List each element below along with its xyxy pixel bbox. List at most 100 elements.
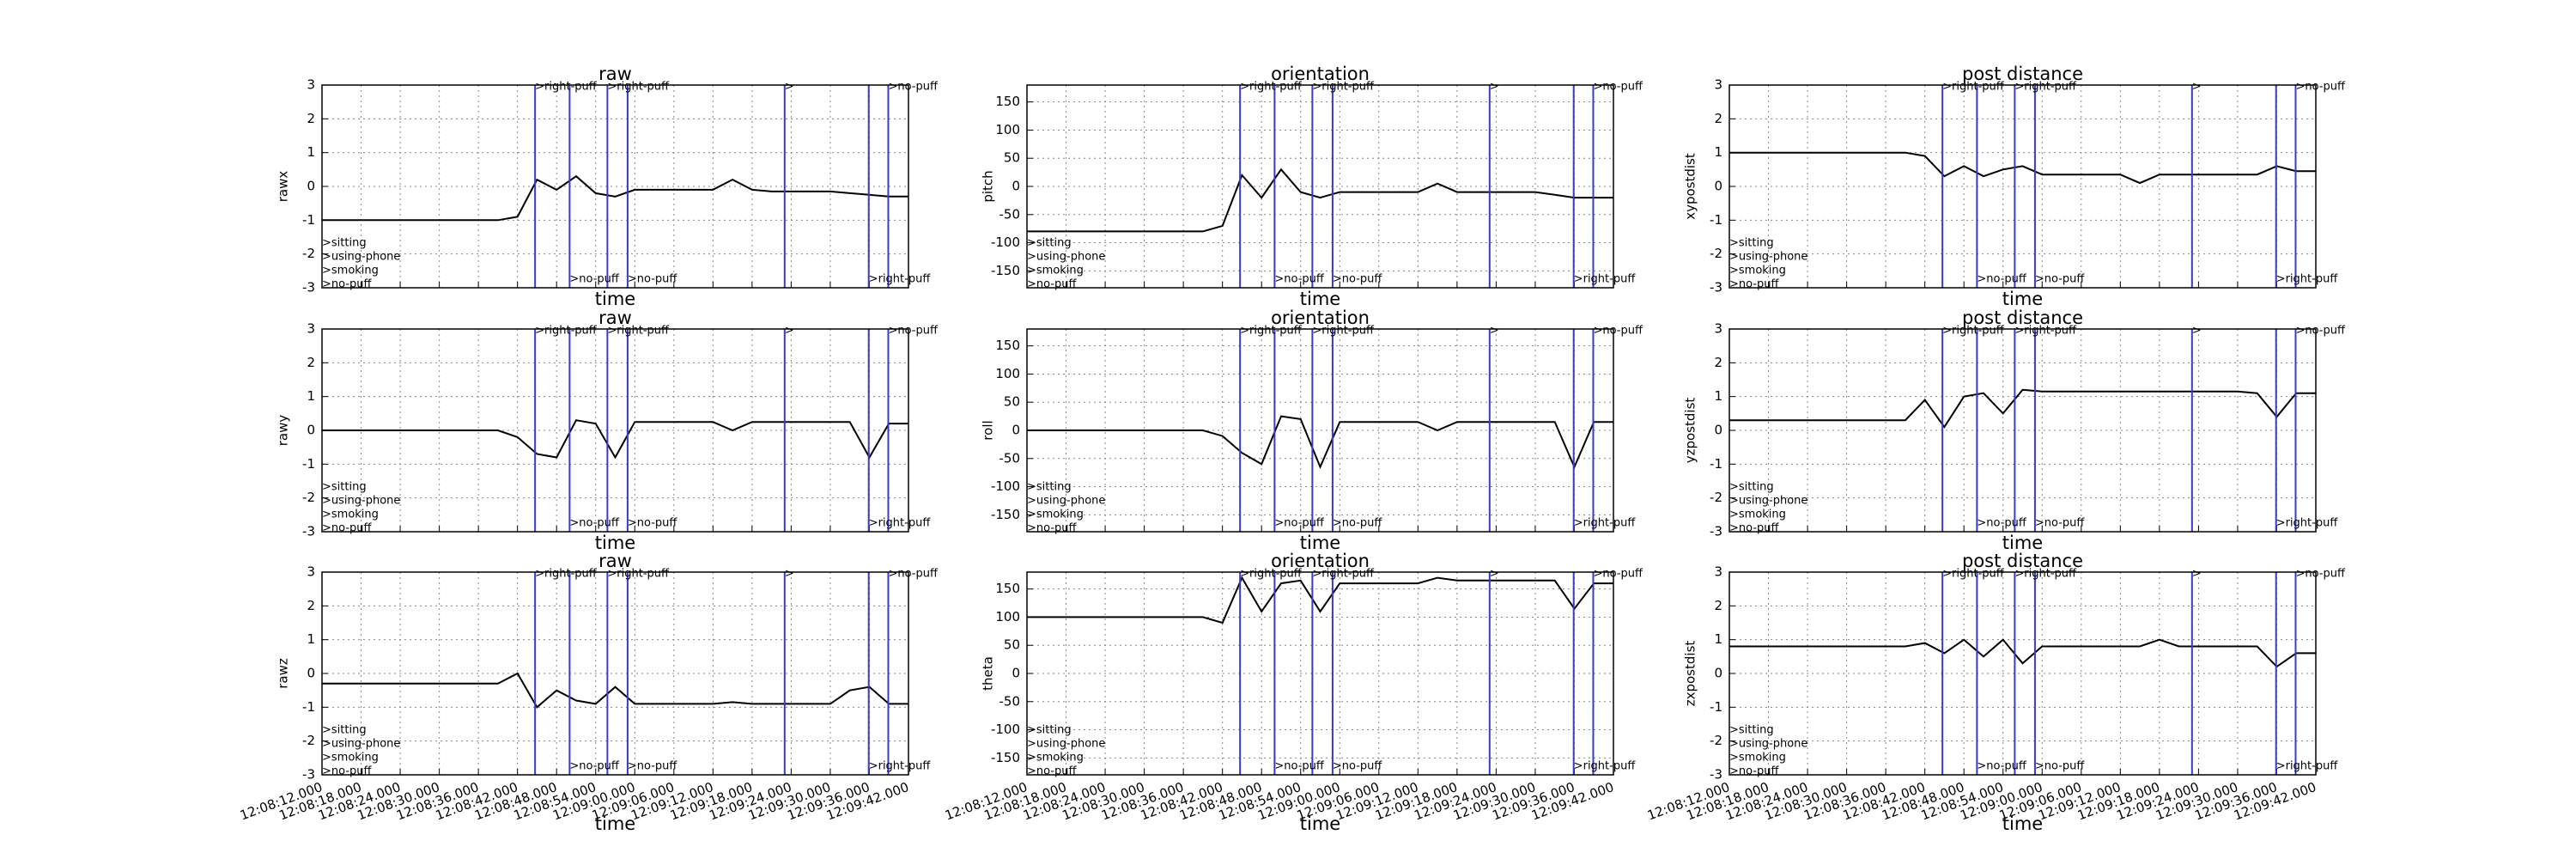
event-label: >right-puff — [535, 568, 598, 581]
event-label: >right-puff — [535, 81, 598, 94]
state-label: >no-puff — [1729, 522, 1780, 535]
event-label: > — [1490, 325, 1499, 338]
axes-frame — [1026, 571, 1614, 776]
event-label: >right-puff — [1240, 325, 1303, 338]
event-label: >no-puff — [2035, 273, 2086, 286]
y-axis-label: rawz — [276, 658, 291, 689]
state-label: >sitting — [1729, 481, 1774, 494]
y-tick-label: -50 — [999, 693, 1021, 709]
event-label: >no-puff — [1593, 325, 1643, 338]
y-axis-label: theta — [981, 656, 996, 691]
event-label: >no-puff — [888, 81, 939, 94]
event-label: >right-puff — [869, 760, 932, 773]
data-line — [1729, 638, 2316, 668]
event-label: >right-puff — [607, 325, 670, 338]
plot-area — [322, 572, 908, 775]
event-label: >no-puff — [628, 273, 678, 286]
event-label: >right-puff — [1574, 517, 1637, 530]
y-axis-label: yzpostdist — [1683, 398, 1698, 464]
y-axis-label: rawx — [276, 171, 291, 203]
y-tick-label: 2 — [307, 111, 315, 126]
data-line — [1027, 576, 1613, 624]
axes-frame — [321, 571, 909, 776]
event-label: >no-puff — [628, 760, 678, 773]
y-tick-label: -3 — [302, 524, 315, 539]
y-tick-label: -3 — [1710, 767, 1722, 783]
y-tick-label: -150 — [991, 507, 1020, 522]
y-tick-label: -1 — [1710, 456, 1722, 472]
y-tick-label: -1 — [302, 699, 315, 715]
event-label: >right-puff — [607, 568, 670, 581]
event-label: >right-puff — [607, 81, 670, 94]
y-tick-label: 3 — [307, 77, 315, 93]
event-label: >right-puff — [2276, 760, 2339, 773]
event-label: >no-puff — [1333, 273, 1383, 286]
y-tick-label: 3 — [307, 321, 315, 337]
chart-title: post distance — [1962, 551, 2083, 571]
event-label: >right-puff — [1240, 568, 1303, 581]
y-tick-label: -150 — [991, 263, 1020, 278]
state-label: >using-phone — [1729, 495, 1807, 508]
x-axis-label: time — [2002, 289, 2043, 309]
event-label: >no-puff — [888, 325, 939, 338]
event-label: >no-puff — [1274, 760, 1325, 773]
event-label: >no-puff — [1593, 81, 1643, 94]
state-label: >smoking — [1729, 265, 1786, 277]
state-label: >smoking — [1729, 752, 1786, 765]
plot-area — [1729, 329, 2316, 532]
plot-area — [1027, 85, 1613, 288]
chart-title: raw — [598, 551, 632, 571]
y-tick-label: 0 — [307, 666, 315, 681]
event-label: >right-puff — [869, 517, 932, 530]
event-label: >no-puff — [569, 517, 620, 530]
y-tick-label: 1 — [307, 144, 315, 160]
event-label: > — [1490, 81, 1499, 94]
y-tick-label: -1 — [1710, 212, 1722, 228]
state-label: >using-phone — [1027, 738, 1105, 751]
event-label: >right-puff — [1574, 273, 1637, 286]
y-tick-label: 3 — [307, 564, 315, 580]
event-label: >right-puff — [1312, 81, 1375, 94]
x-axis-label: time — [1300, 813, 1340, 834]
data-line — [322, 672, 908, 709]
data-line — [322, 174, 908, 222]
y-tick-label: -50 — [999, 450, 1021, 466]
y-tick-label: 2 — [1714, 355, 1722, 370]
y-tick-label: -3 — [1710, 524, 1722, 539]
event-label: >right-puff — [1312, 568, 1375, 581]
y-tick-label: 3 — [1714, 77, 1722, 93]
y-tick-label: 100 — [995, 366, 1020, 381]
y-tick-label: 1 — [1714, 388, 1722, 404]
y-tick-label: -50 — [999, 206, 1021, 222]
y-axis-label: roll — [981, 420, 996, 440]
event-label: >right-puff — [2276, 273, 2339, 286]
event-label: >no-puff — [1274, 273, 1325, 286]
y-tick-label: 0 — [307, 423, 315, 438]
axes-frame — [1728, 571, 2317, 776]
event-label: >right-puff — [2276, 517, 2339, 530]
axes-frame — [321, 328, 909, 533]
event-label: > — [2192, 568, 2202, 581]
y-tick-label: 0 — [1012, 179, 1020, 194]
y-tick-label: -1 — [302, 456, 315, 472]
event-label: > — [2192, 325, 2202, 338]
event-label: >no-puff — [2035, 760, 2086, 773]
event-label: >no-puff — [1333, 760, 1383, 773]
y-tick-label: 0 — [1714, 179, 1722, 194]
chart-title: post distance — [1962, 64, 2083, 84]
event-label: > — [785, 325, 794, 338]
state-label: >sitting — [1027, 724, 1072, 737]
plot-area — [1729, 572, 2316, 775]
y-tick-label: 50 — [1004, 150, 1020, 166]
axes-frame — [1728, 328, 2317, 533]
y-axis-label: rawy — [276, 415, 291, 447]
y-tick-label: 2 — [307, 598, 315, 613]
event-label: >no-puff — [1593, 568, 1643, 581]
state-label: >using-phone — [1027, 495, 1105, 508]
y-tick-label: -3 — [1710, 280, 1722, 295]
y-tick-label: 2 — [1714, 598, 1722, 613]
event-label: >right-puff — [535, 325, 598, 338]
state-label: >sitting — [322, 481, 367, 494]
state-label: >smoking — [1027, 509, 1084, 521]
axes-frame — [1026, 328, 1614, 533]
